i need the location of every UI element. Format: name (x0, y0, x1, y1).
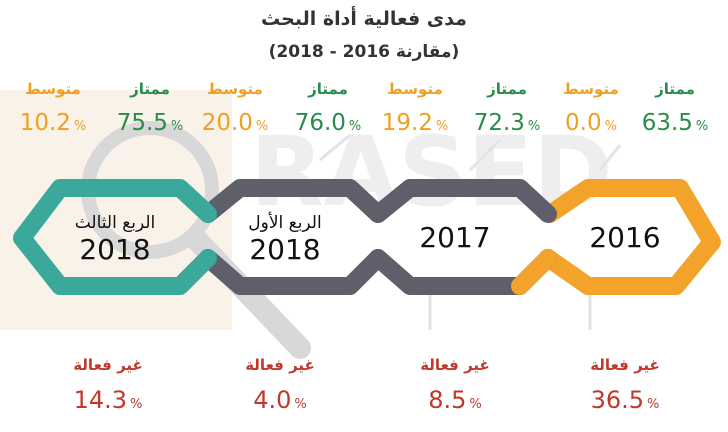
q1-2018-excellent-value: 76.0% (294, 110, 362, 136)
q1-2018-excellent-label: ممتاز (308, 80, 348, 98)
q3-2018-average-label: متوسط (25, 80, 81, 98)
q1-2018-average-label: متوسط (207, 80, 263, 98)
chart-subtitle: (مقارنة 2016 - 2018) (268, 42, 460, 62)
y2017-average-label: متوسط (387, 80, 443, 98)
q3-2018-ineffective-value: 14.3% (73, 386, 143, 414)
hexagon-q3-2018 (13, 179, 217, 295)
period-2017: 2017 (400, 222, 510, 254)
y2016-ineffective-value: 36.5% (590, 386, 660, 414)
period-q3-2018-year: 2018 (79, 233, 151, 266)
hexagon-2016-overlap (511, 249, 557, 295)
chart-title: مدى فعالية أداة البحث (261, 8, 467, 30)
y2016-average-value: 0.0% (565, 110, 617, 136)
y2016-ineffective-label: غير فعالة (590, 356, 660, 374)
y2017-average-value: 19.2% (381, 110, 449, 136)
y2017-excellent-value: 72.3% (473, 110, 541, 136)
background-connector-lines (319, 133, 622, 330)
period-q1-2018: الربع الأول 2018 (225, 212, 345, 266)
period-2016-year: 2016 (589, 221, 661, 254)
y2016-excellent-label: ممتاز (655, 80, 695, 98)
period-q3-2018: الربع الثالث 2018 (55, 212, 175, 266)
period-q1-2018-year: 2018 (249, 233, 321, 266)
q3-2018-excellent-value: 75.5% (116, 110, 184, 136)
q3-2018-average-value: 10.2% (19, 110, 87, 136)
hexagon-2016 (539, 179, 721, 295)
period-2016: 2016 (570, 222, 680, 254)
q3-2018-ineffective-label: غير فعالة (73, 356, 143, 374)
y2017-ineffective-label: غير فعالة (420, 356, 490, 374)
period-q1-2018-label: الربع الأول (248, 213, 322, 233)
y2017-excellent-label: ممتاز (487, 80, 527, 98)
y2016-excellent-value: 63.5% (641, 110, 709, 136)
y2016-average-label: متوسط (563, 80, 619, 98)
q1-2018-ineffective-value: 4.0% (253, 386, 307, 414)
period-q3-2018-label: الربع الثالث (74, 213, 156, 233)
q3-2018-excellent-label: ممتاز (130, 80, 170, 98)
y2017-ineffective-value: 8.5% (428, 386, 482, 414)
hexagon-q1-2018 (199, 179, 387, 295)
period-2017-year: 2017 (419, 221, 491, 254)
q1-2018-ineffective-label: غير فعالة (245, 356, 315, 374)
q1-2018-average-value: 20.0% (201, 110, 269, 136)
